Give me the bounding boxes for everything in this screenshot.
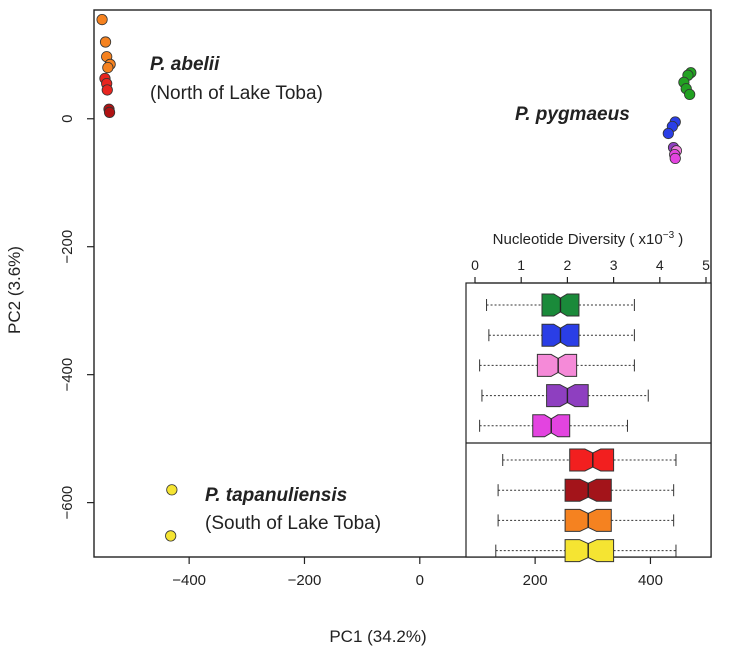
y-tick-label: 0 bbox=[59, 115, 76, 123]
inset-box bbox=[497, 478, 675, 502]
inset-axis: 0 1 2 3 4 5 bbox=[471, 257, 710, 284]
group-subtitle-abelii: (North of Lake Toba) bbox=[150, 83, 323, 104]
inset-tick-label: 1 bbox=[517, 257, 525, 273]
box-body bbox=[564, 539, 615, 563]
nucleotide-diversity-inset: Nucleotide Diversity ( x10−3 ) 0 1 2 3 4 5 bbox=[465, 230, 712, 563]
inset-box bbox=[488, 323, 635, 347]
inset-tick-label: 5 bbox=[702, 257, 710, 273]
inset-tick-label: 3 bbox=[610, 257, 618, 273]
x-axis-label: PC1 (34.2%) bbox=[329, 627, 426, 646]
x-tick-label: 400 bbox=[638, 572, 663, 589]
y-tick-label: −200 bbox=[59, 230, 76, 264]
inset-box bbox=[479, 414, 628, 438]
x-tick-label: 0 bbox=[416, 572, 424, 589]
group-subtitle-tapanuliensis: (South of Lake Toba) bbox=[205, 513, 381, 534]
inset-box bbox=[479, 353, 635, 377]
inset-box bbox=[495, 539, 677, 563]
y-tick-label: −600 bbox=[59, 486, 76, 520]
inset-box bbox=[481, 384, 649, 408]
group-name-tapanuliensis: P. tapanuliensis bbox=[205, 485, 347, 506]
y-tick-label: −400 bbox=[59, 358, 76, 392]
x-tick-label: −200 bbox=[288, 572, 322, 589]
group-label-pygmaeus: P. pygmaeus bbox=[515, 104, 630, 125]
inset-title: Nucleotide Diversity ( x10−3 ) bbox=[493, 230, 684, 248]
scatter-point bbox=[662, 127, 674, 140]
scatter-point bbox=[103, 106, 116, 118]
scatter-point bbox=[101, 84, 113, 96]
box-body bbox=[569, 448, 615, 472]
scatter-points bbox=[96, 13, 697, 542]
scatter-point bbox=[96, 13, 108, 26]
x-tick-label: −400 bbox=[172, 572, 206, 589]
scatter-point bbox=[99, 36, 112, 48]
y-axis-label: PC2 (3.6%) bbox=[5, 246, 24, 334]
x-tick-label: 200 bbox=[523, 572, 548, 589]
inset-box bbox=[486, 293, 635, 317]
scatter-point bbox=[165, 530, 177, 542]
group-label-tapanuliensis: P. tapanuliensis (South of Lake Toba) bbox=[205, 485, 381, 534]
inset-tick-label: 0 bbox=[471, 257, 479, 273]
group-name-pygmaeus: P. pygmaeus bbox=[515, 104, 630, 125]
inset-box bbox=[502, 448, 677, 472]
inset-tick-label: 2 bbox=[564, 257, 572, 273]
scatter-point bbox=[684, 88, 696, 101]
scatter-point bbox=[166, 484, 178, 496]
inset-boxes bbox=[466, 293, 711, 563]
box-body bbox=[536, 353, 578, 377]
scatter-point bbox=[669, 152, 681, 165]
group-name-abelii: P. abelii bbox=[150, 54, 220, 75]
inset-frame bbox=[465, 282, 712, 558]
inset-tick-label: 4 bbox=[656, 257, 664, 273]
group-label-abelii: P. abelii (North of Lake Toba) bbox=[150, 54, 323, 104]
scatter-point bbox=[102, 61, 114, 74]
axis-ticks: −400 −200 0 200 400 0 −200 −400 −600 bbox=[59, 115, 663, 589]
inset-box bbox=[497, 508, 675, 532]
